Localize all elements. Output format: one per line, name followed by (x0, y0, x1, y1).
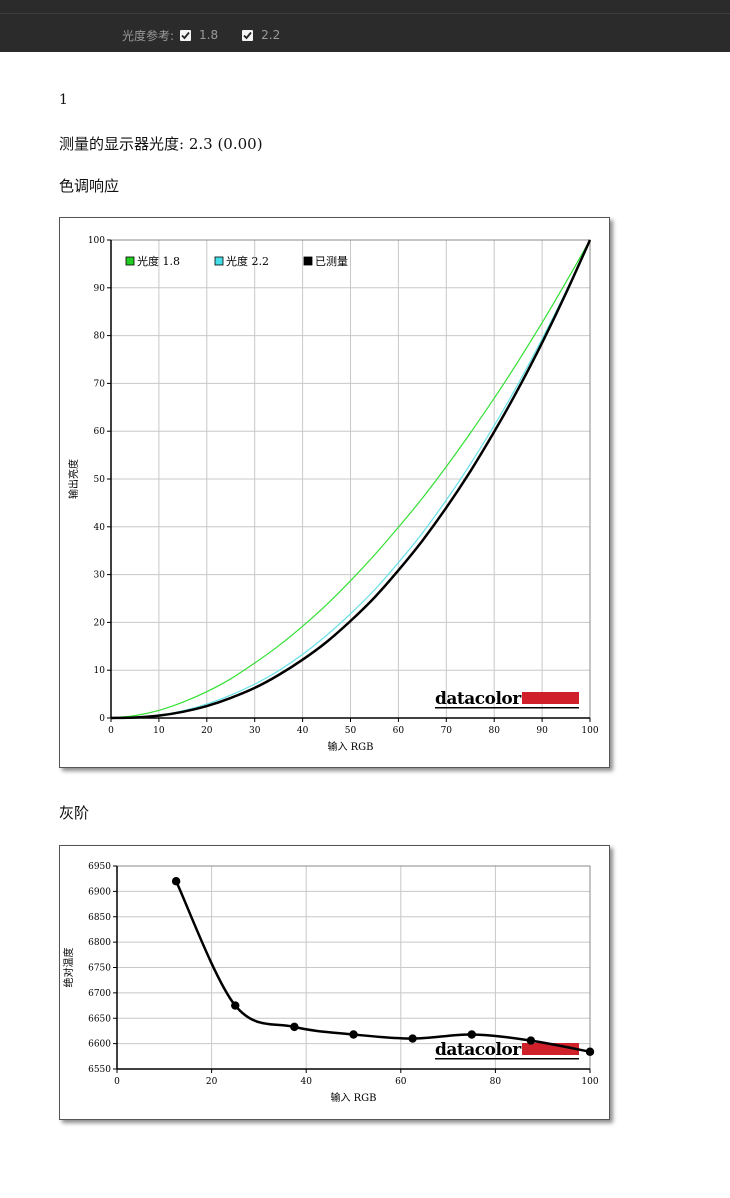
gamma-1-8-label: 1.8 (199, 28, 219, 42)
y-tick-label: 6750 (88, 964, 111, 974)
datacolor-logo-underline (435, 707, 579, 709)
checkmark-icon (243, 31, 252, 39)
data-point (290, 1022, 299, 1032)
y-tick-label: 6850 (88, 913, 111, 923)
y-tick-label: 6800 (88, 938, 111, 948)
data-point (171, 877, 181, 886)
x-tick-label: 90 (536, 726, 548, 736)
grayscale-panel: 0 20 40 60 80 100 6550 6600 6650 6700 6750 6800 6850… (59, 845, 610, 1120)
series-line-1 (110, 239, 591, 719)
y-tick-label: 6550 (88, 1065, 111, 1075)
y-tick-label: 0 (99, 714, 105, 724)
datacolor-logo-underline (435, 1058, 579, 1060)
y-tick-label: 6600 (88, 1040, 111, 1050)
x-tick-label: 60 (395, 1077, 407, 1087)
x-tick-label: 80 (490, 1077, 502, 1087)
data-point (467, 1030, 476, 1039)
measured-gamma-text: 测量的显示器光度: 2.3 (0.00) (59, 135, 263, 153)
series-line (174, 880, 591, 1053)
gamma-1-8-checkbox[interactable] (180, 29, 192, 41)
datacolor-logo-bar (522, 692, 579, 704)
x-axis-label: 输入 RGB (330, 1091, 376, 1104)
tone-response-panel: 0 10 20 30 40 50 60 70 80 90 100 0 10 20 30 40 50 60 70 80 9… (59, 217, 610, 768)
x-tick-label: 0 (108, 726, 114, 736)
toolbar-divider (0, 13, 730, 14)
x-tick-label: 100 (581, 1077, 598, 1087)
grayscale-chart: 0 20 40 60 80 100 6550 6600 6650 6700 6750 6800 6850… (62, 862, 599, 1104)
x-tick-label: 80 (488, 726, 500, 736)
x-tick-label: 100 (581, 726, 598, 736)
gamma-reference-controls: 光度参考: 1.8 2.2 (122, 26, 298, 44)
gamma-2-2-checkbox[interactable] (242, 29, 254, 41)
x-tick-label: 20 (206, 1077, 218, 1087)
x-tick-label: 70 (441, 726, 453, 736)
x-axis-label: 输入 RGB (327, 740, 373, 753)
data-point (585, 1047, 595, 1056)
y-tick-label: 20 (94, 618, 106, 628)
data-point (408, 1034, 417, 1043)
x-tick-label: 30 (249, 726, 261, 736)
data-point (349, 1030, 358, 1039)
y-tick-label: 10 (94, 666, 106, 676)
y-tick-label: 6900 (88, 887, 111, 897)
data-point (526, 1036, 536, 1045)
y-tick-label: 6950 (88, 862, 111, 872)
index-label: 1 (59, 92, 68, 108)
x-tick-label: 60 (393, 726, 405, 736)
gamma-2-2-label: 2.2 (261, 28, 281, 42)
x-tick-label: 40 (300, 1077, 312, 1087)
legend-swatch (303, 256, 313, 266)
y-tick-label: 40 (94, 523, 106, 533)
y-tick-label: 6700 (88, 989, 111, 999)
y-tick-label: 60 (94, 427, 106, 437)
legend-label: 光度 1.8 (137, 254, 180, 268)
x-tick-label: 20 (201, 726, 213, 736)
datacolor-logo-text: datacolor (435, 689, 522, 709)
series-line-3 (110, 239, 592, 720)
legend-swatch (214, 256, 224, 266)
x-tick-label: 50 (345, 726, 357, 736)
y-tick-label: 80 (94, 332, 106, 342)
data-point (231, 1001, 240, 1010)
x-tick-label: 40 (297, 726, 309, 736)
top-toolbar: 光度参考: 1.8 2.2 (0, 0, 730, 52)
y-tick-label: 90 (94, 284, 106, 294)
y-axis-label: 输出亮度 (67, 459, 80, 499)
y-tick-label: 50 (94, 475, 106, 485)
x-tick-label: 10 (153, 726, 165, 736)
y-tick-label: 100 (88, 236, 105, 246)
x-tick-label: 0 (114, 1077, 120, 1087)
y-axis-label: 绝对温度 (62, 948, 75, 988)
legend-label: 已测量 (315, 255, 348, 268)
checkmark-icon (181, 31, 190, 39)
gamma-reference-label: 光度参考: (122, 28, 175, 43)
y-tick-label: 6650 (88, 1014, 111, 1024)
grayscale-heading: 灰阶 (59, 804, 90, 822)
y-tick-label: 30 (94, 571, 106, 581)
tone-response-chart: 0 10 20 30 40 50 60 70 80 90 100 0 10 20 30 40 50 60 70 80 9… (67, 236, 599, 753)
y-tick-label: 70 (94, 379, 106, 389)
datacolor-logo-text: datacolor (435, 1040, 522, 1060)
legend-label: 光度 2.2 (226, 254, 269, 268)
tone-response-heading: 色调响应 (59, 177, 120, 195)
legend-swatch (125, 256, 135, 266)
